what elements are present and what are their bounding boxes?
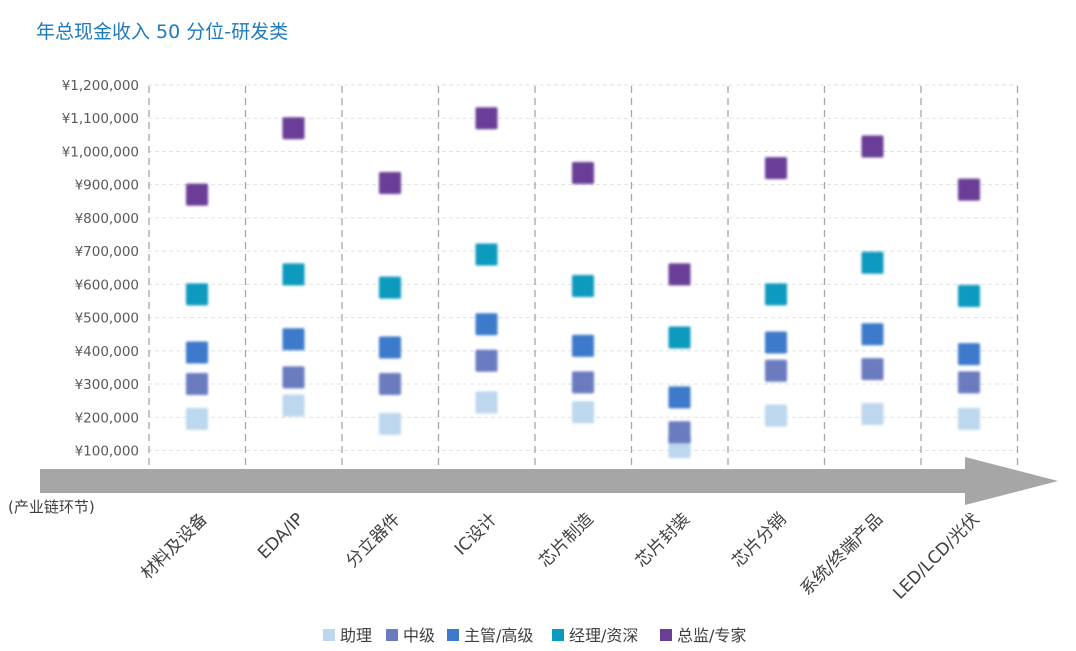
data-point-marker — [765, 359, 787, 382]
data-point-marker — [765, 331, 787, 354]
data-point-marker — [668, 326, 691, 349]
y-tick-label: ¥200,000 — [75, 410, 139, 426]
x-tick-label: EDA/IP — [254, 509, 308, 563]
legend-item: 主管/高级 — [447, 626, 533, 645]
category-dividers — [148, 86, 1019, 466]
y-tick-label: ¥1,100,000 — [62, 111, 139, 127]
legend: 助理 中级 主管/高级 经理/资深 总监/专家 — [323, 626, 746, 645]
data-point-marker — [668, 386, 691, 409]
legend-swatch — [386, 629, 398, 641]
data-point-marker — [765, 404, 787, 427]
x-tick-label: IC设计 — [451, 509, 501, 559]
legend-item: 经理/资深 — [552, 626, 638, 645]
data-point-marker — [282, 394, 305, 417]
chart-title: 年总现金收入 50 分位-研发类 — [36, 21, 288, 43]
data-point-marker — [572, 275, 594, 298]
x-tick-label: 系统/终端产品 — [797, 509, 887, 599]
x-tick-label: LED/LCD/光伏 — [889, 509, 983, 603]
data-point-marker — [475, 391, 498, 414]
x-tick-label: 材料及设备 — [137, 509, 211, 583]
legend-label: 主管/高级 — [464, 626, 533, 645]
data-point-marker — [765, 283, 787, 306]
data-point-marker — [186, 373, 208, 396]
data-point-marker — [186, 407, 208, 430]
data-point-marker — [861, 402, 884, 425]
data-point-marker — [186, 183, 208, 206]
data-point-marker — [282, 117, 305, 140]
y-axis: ¥100,000 ¥200,000 ¥300,000 ¥400,000 ¥500,000… — [62, 78, 139, 460]
data-point-marker — [668, 421, 691, 444]
y-tick-label: ¥400,000 — [75, 344, 139, 360]
data-point-marker — [572, 334, 594, 357]
legend-label: 助理 — [340, 626, 372, 645]
data-point-marker — [379, 276, 401, 299]
data-point-marker — [958, 284, 980, 307]
data-point-marker — [475, 313, 498, 336]
y-tick-label: ¥800,000 — [75, 211, 139, 227]
y-tick-label: ¥300,000 — [75, 377, 139, 393]
y-tick-label: ¥500,000 — [75, 311, 139, 327]
legend-swatch — [660, 629, 672, 641]
data-point-marker — [958, 371, 980, 394]
y-tick-label: ¥100,000 — [75, 444, 139, 460]
x-tick-label: 芯片封装 — [632, 509, 694, 571]
grid-layer — [148, 84, 1018, 451]
legend-item: 中级 — [386, 626, 435, 645]
legend-item: 总监/专家 — [660, 626, 746, 645]
legend-label: 中级 — [403, 626, 435, 645]
legend-swatch — [323, 629, 335, 641]
data-point-marker — [475, 107, 498, 130]
data-point-marker — [282, 263, 305, 286]
data-point-marker — [861, 358, 884, 381]
data-point-marker — [861, 135, 884, 158]
data-points — [186, 107, 980, 459]
legend-swatch — [447, 629, 459, 641]
legend-swatch — [552, 629, 564, 641]
data-point-marker — [379, 172, 401, 195]
data-point-marker — [572, 371, 594, 394]
legend-label: 经理/资深 — [569, 626, 638, 645]
data-point-marker — [186, 341, 208, 364]
data-point-marker — [379, 412, 401, 435]
data-point-marker — [379, 336, 401, 359]
legend-label: 总监/专家 — [677, 626, 746, 645]
data-point-marker — [282, 328, 305, 351]
legend-item: 助理 — [323, 626, 372, 645]
data-point-marker — [572, 401, 594, 424]
data-point-marker — [186, 283, 208, 306]
y-tick-label: ¥1,000,000 — [62, 144, 139, 160]
x-axis: 材料及设备 EDA/IP 分立器件 IC设计 芯片制造 芯片封装 芯片分销 系统/终端产品 LE… — [137, 509, 983, 603]
industry-chain-arrow — [40, 457, 1058, 505]
data-point-marker — [475, 243, 498, 266]
data-point-marker — [572, 162, 594, 185]
x-axis-label: (产业链环节) — [8, 498, 95, 516]
data-point-marker — [282, 366, 305, 389]
data-point-marker — [475, 349, 498, 372]
data-point-marker — [379, 373, 401, 396]
data-point-marker — [765, 157, 787, 180]
data-point-marker — [861, 251, 884, 274]
data-point-marker — [861, 323, 884, 346]
data-point-marker — [958, 407, 980, 430]
data-point-marker — [958, 178, 980, 201]
y-tick-label: ¥700,000 — [75, 244, 139, 260]
y-tick-label: ¥1,200,000 — [62, 78, 139, 94]
x-tick-label: 分立器件 — [342, 509, 404, 571]
y-tick-label: ¥600,000 — [75, 277, 139, 293]
data-point-marker — [958, 343, 980, 366]
data-point-marker — [668, 263, 691, 286]
x-tick-label: 芯片制造 — [535, 509, 597, 571]
x-tick-label: 芯片分销 — [728, 509, 790, 571]
y-tick-label: ¥900,000 — [75, 178, 139, 194]
